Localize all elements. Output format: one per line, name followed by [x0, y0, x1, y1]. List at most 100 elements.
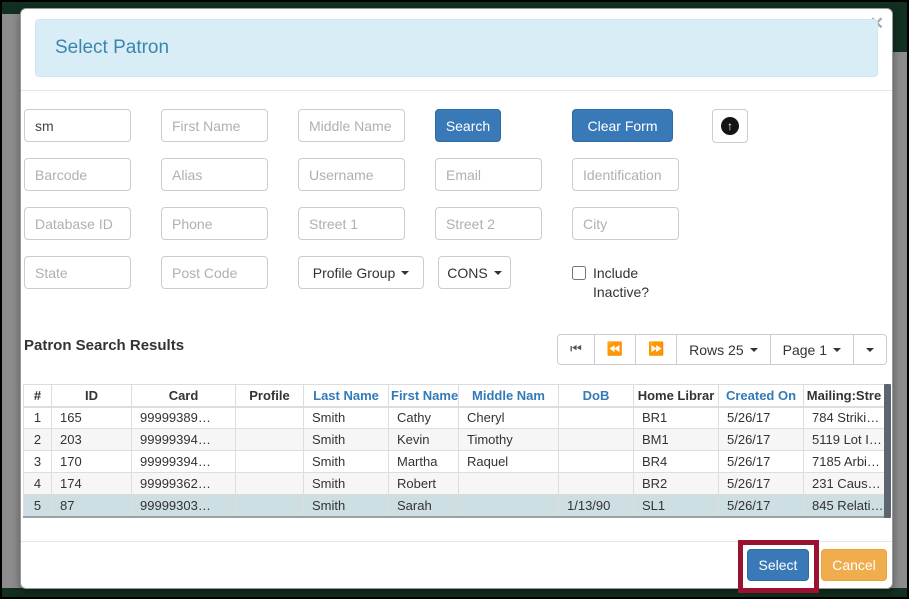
cell-home-library: BR4 — [633, 450, 719, 473]
chevron-down-icon — [749, 347, 758, 352]
org-unit-dropdown[interactable]: CONS — [438, 256, 511, 289]
cell-home-library: BM1 — [633, 428, 719, 451]
select-patron-modal: ✕ Select Patron Search Clear Form ↑ — [20, 8, 893, 593]
browser-chrome-corner — [891, 2, 907, 52]
profile-group-dropdown[interactable]: Profile Group — [298, 256, 424, 289]
cell-first-name: Martha — [388, 450, 459, 473]
cell-dob — [558, 472, 634, 495]
table-row[interactable]: 2 203 99999394… Smith Kevin Timothy BM1 … — [23, 428, 885, 451]
alias-input[interactable] — [161, 158, 268, 191]
col-header-home-library: Home Librar — [633, 384, 719, 408]
search-form-row-2 — [24, 158, 679, 191]
first-name-input[interactable] — [161, 109, 268, 142]
col-header-created-on[interactable]: Created On — [718, 384, 804, 408]
street2-input[interactable] — [435, 207, 542, 240]
cell-id: 87 — [51, 494, 132, 518]
cell-card: 99999362… — [131, 472, 236, 495]
cell-last-name: Smith — [303, 428, 389, 451]
cell-last-name: Smith — [303, 450, 389, 473]
last-name-search-input[interactable] — [24, 109, 131, 142]
arrow-up-circle-icon: ↑ — [721, 117, 739, 135]
cell-middle-name — [458, 494, 559, 518]
col-header-dob[interactable]: DoB — [558, 384, 634, 408]
identification-input[interactable] — [572, 158, 679, 191]
previous-page-button[interactable]: ⏪ — [593, 334, 636, 365]
org-unit-label: CONS — [447, 264, 488, 281]
cancel-button[interactable]: Cancel — [821, 549, 887, 581]
table-scrollbar[interactable] — [884, 384, 891, 518]
cell-card: 99999394… — [131, 450, 236, 473]
cell-last-name: Smith — [303, 406, 389, 429]
cell-id: 203 — [51, 428, 132, 451]
clear-form-button[interactable]: Clear Form — [572, 109, 673, 142]
post-code-input[interactable] — [161, 256, 268, 289]
search-form-row-1: Search Clear Form ↑ — [24, 109, 748, 143]
table-row-selected[interactable]: 5 87 99999303… Smith Sarah 1/13/90 SL1 5… — [23, 494, 885, 518]
col-header-id: ID — [51, 384, 132, 408]
grid-options-dropdown[interactable] — [853, 334, 887, 365]
cell-home-library: SL1 — [633, 494, 719, 518]
next-page-button[interactable]: ⏩ — [634, 334, 678, 365]
results-heading: Patron Search Results — [24, 337, 185, 354]
search-form-row-4: Profile Group CONS Include Inactive? — [24, 256, 659, 302]
cell-index: 2 — [23, 428, 52, 451]
database-id-input[interactable] — [24, 207, 131, 240]
table-row[interactable]: 4 174 99999362… Smith Robert BR2 5/26/17… — [23, 472, 885, 495]
table-row[interactable]: 1 165 99999389… Smith Cathy Cheryl BR1 5… — [23, 406, 885, 429]
barcode-input[interactable] — [24, 158, 131, 191]
cell-last-name: Smith — [303, 494, 389, 518]
select-button[interactable]: Select — [747, 549, 809, 581]
phone-input[interactable] — [161, 207, 268, 240]
chevron-down-icon — [866, 347, 874, 352]
cell-first-name: Cathy — [388, 406, 459, 429]
col-header-middle-name[interactable]: Middle Nam — [458, 384, 559, 408]
include-inactive-checkbox[interactable] — [572, 266, 586, 280]
street1-input[interactable] — [298, 207, 405, 240]
cell-created-on: 5/26/17 — [718, 428, 804, 451]
footer-divider — [21, 541, 892, 542]
col-header-last-name[interactable]: Last Name — [303, 384, 389, 408]
cell-dob: 1/13/90 — [558, 494, 634, 518]
cell-created-on: 5/26/17 — [718, 494, 804, 518]
cell-created-on: 5/26/17 — [718, 450, 804, 473]
table-header-row: # ID Card Profile Last Name First Name M… — [23, 384, 885, 408]
search-form-row-3 — [24, 207, 679, 240]
pagination-group: ⏮ ⏪ ⏩ Rows 25 Page 1 — [557, 334, 887, 365]
city-input[interactable] — [572, 207, 679, 240]
profile-group-label: Profile Group — [312, 264, 396, 281]
table-row[interactable]: 3 170 99999394… Smith Martha Raquel BR4 … — [23, 450, 885, 473]
first-page-button[interactable]: ⏮ — [557, 334, 595, 365]
cell-created-on: 5/26/17 — [718, 472, 804, 495]
cell-card: 99999389… — [131, 406, 236, 429]
cell-profile — [235, 494, 304, 518]
cell-mailing-street: 231 Caus… — [803, 472, 885, 495]
collapse-form-button[interactable]: ↑ — [712, 109, 748, 143]
cell-index: 1 — [23, 406, 52, 429]
cell-mailing-street: 845 Relati… — [803, 494, 885, 518]
cell-card: 99999303… — [131, 494, 236, 518]
middle-name-input[interactable] — [298, 109, 405, 142]
cell-profile — [235, 450, 304, 473]
modal-header: Select Patron — [35, 19, 878, 77]
col-header-first-name[interactable]: First Name — [388, 384, 459, 408]
cell-mailing-street: 5119 Lot I… — [803, 428, 885, 451]
cell-profile — [235, 472, 304, 495]
col-header-card: Card — [131, 384, 236, 408]
email-input[interactable] — [435, 158, 542, 191]
state-input[interactable] — [24, 256, 131, 289]
fast-forward-icon: ⏩ — [647, 342, 665, 357]
rows-per-page-dropdown[interactable]: Rows 25 — [676, 334, 771, 365]
cell-middle-name — [458, 472, 559, 495]
cell-id: 174 — [51, 472, 132, 495]
username-input[interactable] — [298, 158, 405, 191]
page-select-dropdown[interactable]: Page 1 — [769, 334, 854, 365]
cell-middle-name: Timothy — [458, 428, 559, 451]
search-button[interactable]: Search — [435, 109, 501, 142]
cell-id: 165 — [51, 406, 132, 429]
cell-home-library: BR2 — [633, 472, 719, 495]
col-header-profile: Profile — [235, 384, 304, 408]
browser-chrome-bottom — [2, 588, 907, 597]
cell-id: 170 — [51, 450, 132, 473]
cell-index: 5 — [23, 494, 52, 518]
